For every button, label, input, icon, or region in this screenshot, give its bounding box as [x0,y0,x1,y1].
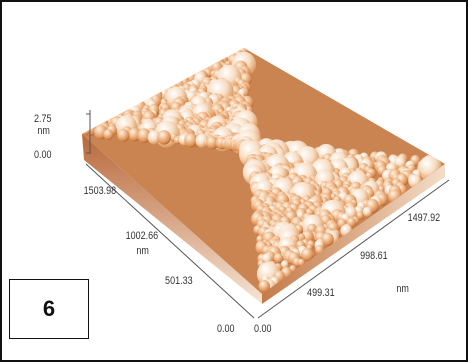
z-unit-label: nm [37,125,50,137]
front-right-side [262,164,445,304]
grain [297,258,305,267]
grain [137,128,151,143]
grain [103,129,114,140]
x-tick-499-label: 499.31 [307,287,335,299]
grain [82,126,91,135]
panel-number-box: 6 [9,279,89,339]
front-left-side [82,134,262,304]
y-axis-line [85,163,255,319]
x-tick-1497-label: 1497.92 [408,212,441,224]
grain [273,253,284,264]
x-unit-label: nm [396,283,409,295]
z-tick-bottom-label: 0.00 [34,149,52,161]
y-tick-1503-label: 1503.98 [84,185,117,197]
y-unit-label: nm [136,245,149,257]
x-tick-0-label: 0.00 [254,323,272,335]
grain [356,211,364,220]
y-tick-0-label: 0.00 [217,323,235,335]
grain [117,128,130,142]
panel-number: 6 [42,296,56,321]
grain [157,130,171,145]
z-tick-top-label: 2.75 [34,113,52,125]
y-tick-501-label: 501.33 [165,275,193,287]
x-tick-998-label: 998.61 [360,250,388,262]
grain [362,206,372,217]
grain [206,136,219,150]
grain [280,260,289,269]
y-tick-1002-label: 1002.66 [126,230,159,242]
x-axis-line [257,179,450,319]
grain [321,232,334,246]
grain [301,247,314,262]
grain [184,133,198,148]
grain [147,130,161,145]
grain [128,127,141,142]
grain [258,280,270,293]
